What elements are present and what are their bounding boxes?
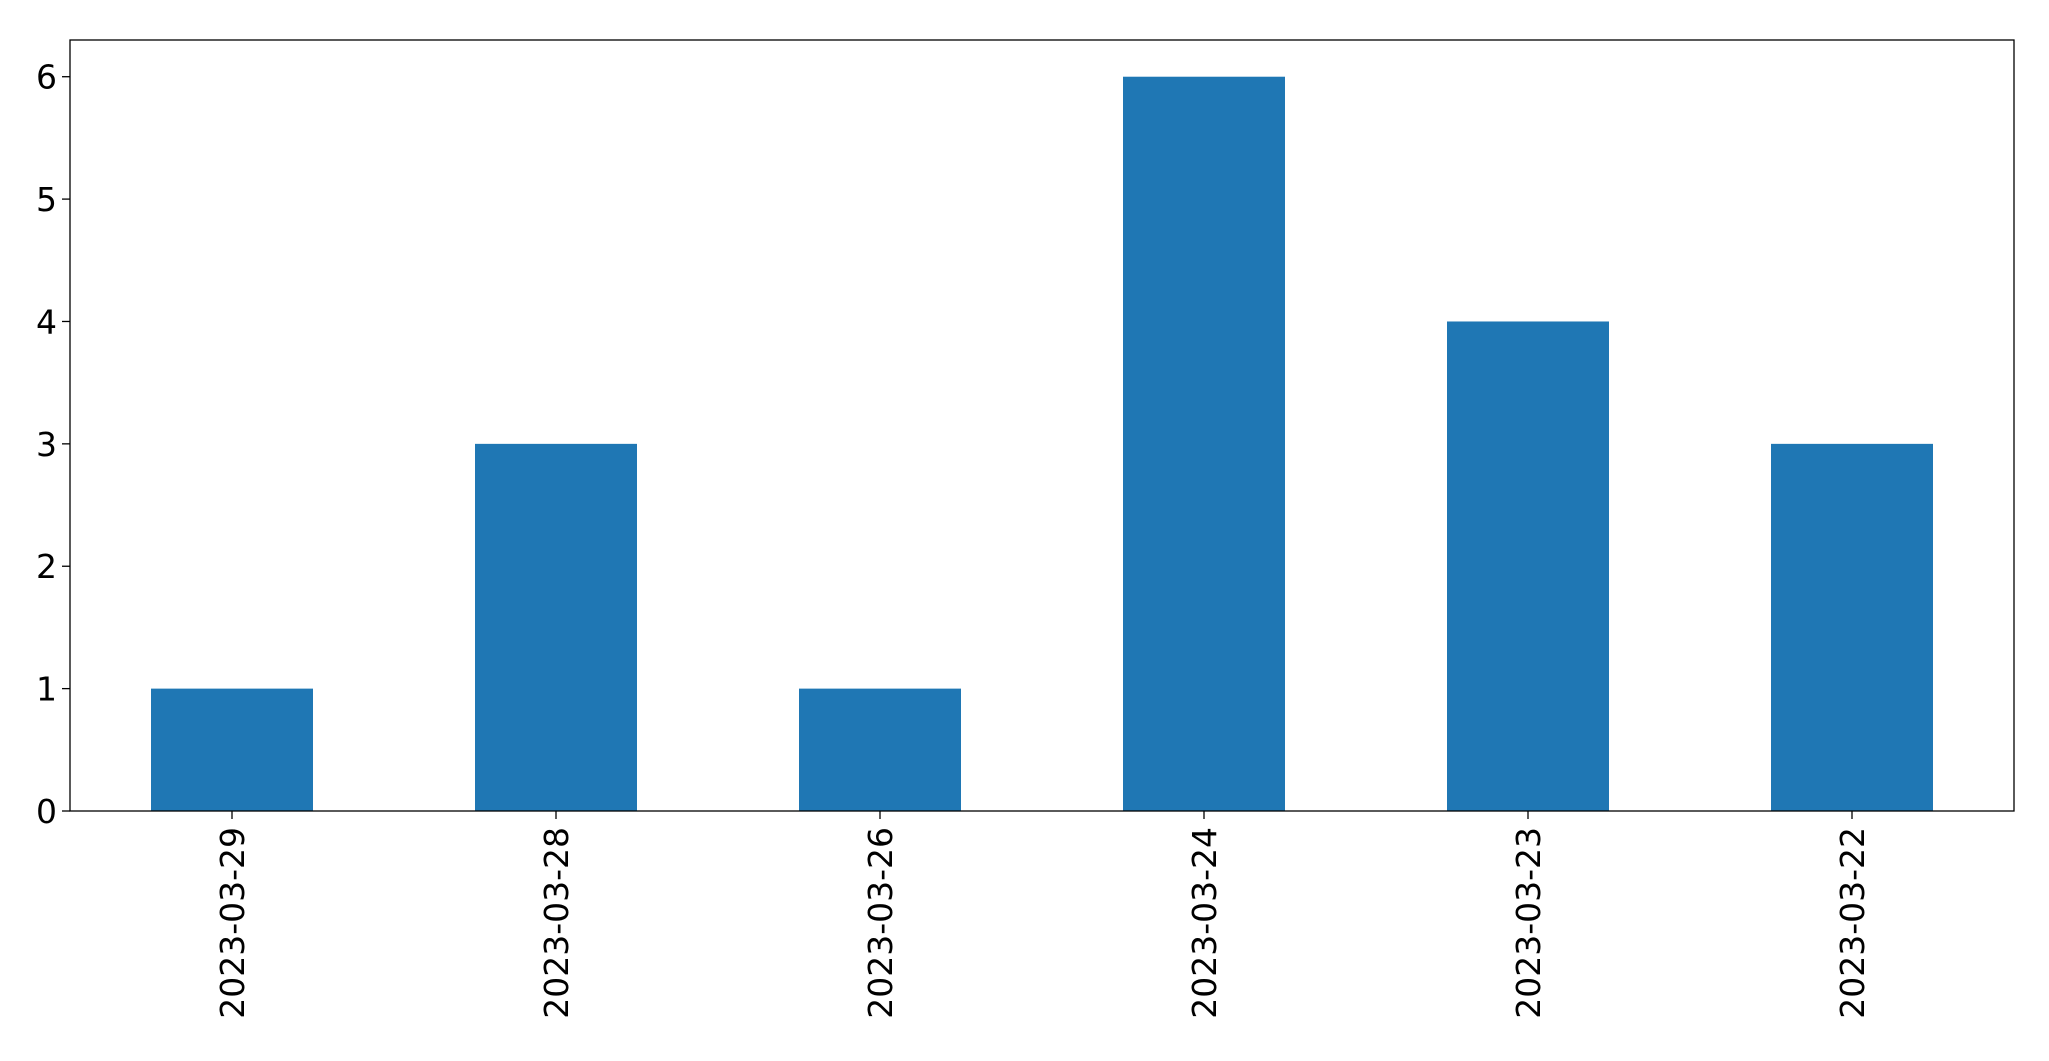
y-tick-label: 1 (36, 670, 57, 709)
x-tick-label: 2023-03-22 (1833, 827, 1872, 1019)
x-tick-label: 2023-03-29 (213, 827, 252, 1019)
y-tick-label: 4 (36, 302, 57, 341)
x-tick-label: 2023-03-24 (1185, 827, 1224, 1019)
x-tick-label: 2023-03-23 (1509, 827, 1548, 1019)
y-tick-label: 6 (36, 58, 57, 97)
x-tick-label: 2023-03-26 (861, 827, 900, 1019)
bar-2023-03-28 (475, 443, 637, 811)
y-tick-label: 0 (36, 792, 57, 831)
bars-group (151, 76, 1933, 811)
bar-2023-03-23 (1447, 321, 1609, 811)
y-tick-label: 5 (36, 180, 57, 219)
y-tick-label: 2 (36, 547, 57, 586)
x-axis: 2023-03-29 2023-03-28 2023-03-26 2023-03-24… (213, 811, 1872, 1019)
y-axis: 0 1 2 3 4 5 6 (36, 58, 70, 831)
bar-2023-03-26 (799, 688, 961, 811)
plot-area-frame (69, 39, 2015, 812)
bar-2023-03-29 (151, 688, 313, 811)
bar-2023-03-22 (1771, 443, 1933, 811)
bar-2023-03-24 (1123, 76, 1285, 811)
x-tick-label: 2023-03-28 (537, 827, 576, 1019)
y-tick-label: 3 (36, 425, 57, 464)
